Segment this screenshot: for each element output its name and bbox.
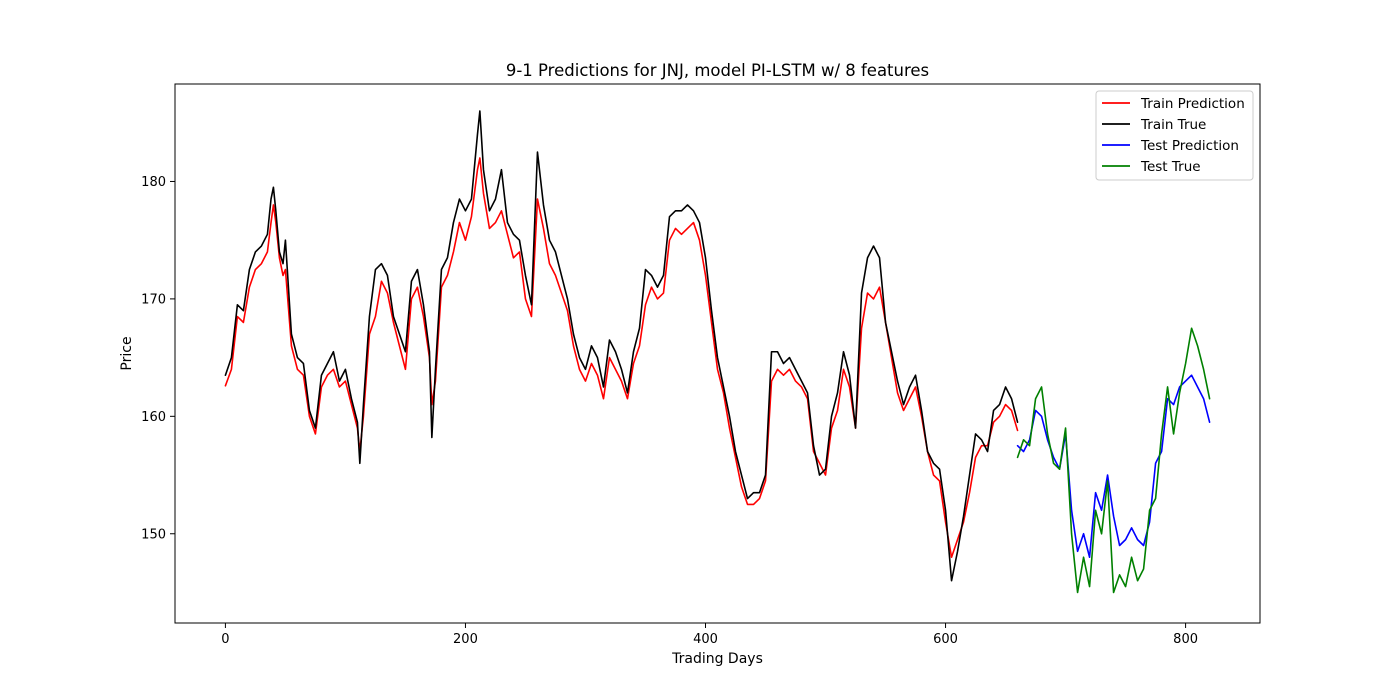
- y-tick-label: 160: [141, 410, 166, 425]
- y-tick-label: 150: [141, 527, 166, 542]
- x-tick-label: 0: [221, 632, 229, 647]
- legend: Train Prediction Train True Test Predictio…: [1095, 90, 1254, 181]
- x-tick-label: 600: [933, 632, 958, 647]
- legend-label-test-prediction: Test Prediction: [1140, 138, 1239, 154]
- legend-label-test-true: Test True: [1140, 159, 1201, 175]
- x-tick-label: 200: [453, 632, 478, 647]
- series-line-train-true: [224, 110, 1019, 582]
- x-tick-label: 400: [693, 632, 718, 647]
- series-line-test-true: [1016, 327, 1211, 594]
- legend-label-train-prediction: Train Prediction: [1140, 96, 1245, 112]
- x-tick-label: 800: [1173, 632, 1198, 647]
- chart-title: 9-1 Predictions for JNJ, model PI-LSTM w…: [506, 61, 929, 80]
- x-axis-title: Trading Days: [671, 651, 763, 667]
- y-tick-label: 180: [141, 175, 166, 190]
- y-axis-title: Price: [119, 336, 135, 370]
- series-line-train-prediction: [224, 157, 1019, 559]
- legend-label-train-true: Train True: [1140, 117, 1206, 133]
- axes-layer: 0 200 400 600 800 150 160 170 180: [141, 83, 1261, 647]
- series-layer: [224, 110, 1211, 594]
- y-tick-label: 170: [141, 292, 166, 307]
- legend-box: [1095, 90, 1254, 181]
- plot-frame: [174, 83, 1261, 624]
